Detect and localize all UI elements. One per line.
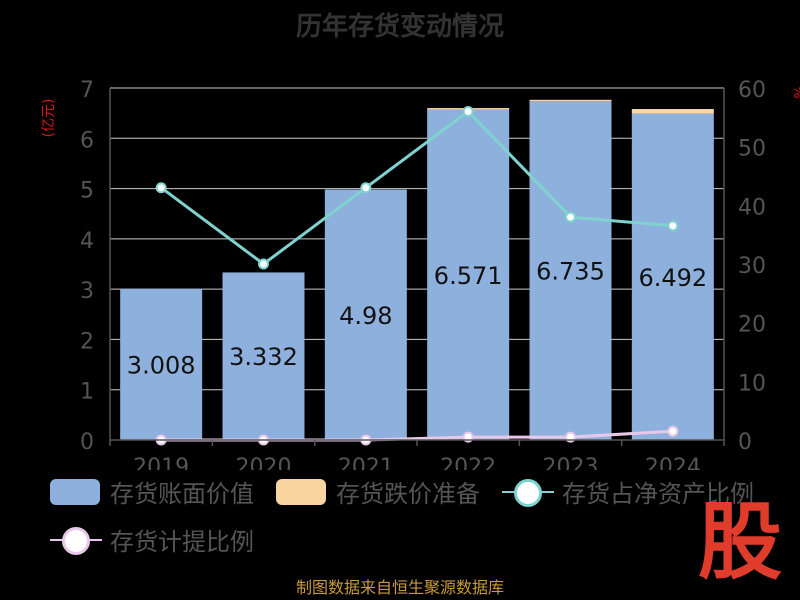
x-tick-label: 2023: [543, 455, 599, 470]
y-right-tick-label: 50: [738, 137, 766, 162]
bar-data-label: 6.735: [536, 258, 605, 286]
bar-data-label: 6.492: [638, 264, 707, 292]
bar-layer: 3.008 3.332 4.98 6.571 6.735 6.492: [120, 99, 714, 441]
left-axis-unit: (亿元): [41, 99, 57, 138]
y-right-tick-label: 60: [738, 78, 766, 103]
bar-data-label: 3.332: [229, 343, 298, 371]
ratio-point: [462, 105, 474, 117]
y-left-tick-label: 5: [80, 179, 94, 204]
bar-data-label: 6.571: [434, 262, 503, 290]
y-right-tick-label: 40: [738, 195, 766, 220]
x-tick-label: 2019: [133, 455, 189, 470]
ratio-point: [360, 182, 372, 194]
legend-label-ratio: 存货占净资产比例: [562, 480, 754, 508]
bar-book-value: [324, 189, 407, 440]
legend-label-provision: 存货计提比例: [110, 528, 254, 556]
ratio-point: [565, 211, 576, 223]
legend-row-2: 存货计提比例: [50, 522, 276, 557]
bar-book-value: [120, 288, 203, 440]
bar-book-value: [631, 113, 714, 441]
y-right-tick-label: 30: [738, 254, 766, 279]
chart-svg: 3.008 3.332 4.98 6.571 6.735 6.492 0 1 2 3 4 5 6 7 0 1…: [41, 78, 800, 470]
legend-marker-provision: [50, 525, 102, 555]
legend-label-book: 存货账面价值: [110, 480, 254, 508]
legend-item-reserve[interactable]: 存货跌价准备: [276, 474, 480, 509]
legend-swatch-reserve: [276, 478, 326, 505]
y-left-tick-label: 0: [80, 430, 94, 455]
x-tick-label: 2021: [338, 455, 394, 470]
x-tick-label: 2020: [236, 455, 292, 470]
y-left-tick-label: 3: [80, 279, 94, 304]
y-right-tick-label: 20: [738, 313, 766, 338]
y-left-tick-label: 1: [80, 380, 94, 405]
bar-reserve: [529, 99, 612, 102]
ratio-point: [667, 220, 679, 232]
legend-item-ratio[interactable]: 存货占净资产比例: [502, 474, 754, 509]
legend-marker-ratio: [502, 477, 554, 507]
y-left-tick-label: 7: [80, 78, 94, 103]
x-tick-label: 2024: [645, 455, 701, 470]
bar-data-label: 4.98: [339, 302, 392, 330]
source-note: 制图数据来自恒生聚源数据库: [295, 578, 504, 597]
legend-item-book-value[interactable]: 存货账面价值: [50, 474, 254, 509]
bar-reserve: [631, 109, 714, 114]
right-axis-unit: %: [790, 85, 800, 98]
x-tick-label: 2022: [440, 455, 496, 470]
y-right-tick-label: 0: [738, 430, 752, 455]
legend-swatch-book: [50, 478, 100, 505]
provision-point: [667, 425, 679, 437]
ratio-point: [258, 258, 269, 270]
y-left-tick-label: 4: [80, 229, 94, 254]
axes-layer: 0 1 2 3 4 5 6 7 0 10 20 30 40 50 60 2019 2020 2021 2022 202…: [80, 78, 766, 470]
bar-book-value: [529, 101, 612, 440]
bar-book-value: [222, 272, 305, 440]
y-left-tick-label: 6: [80, 128, 94, 153]
y-right-tick-label: 10: [738, 371, 766, 396]
bar-data-label: 3.008: [127, 351, 196, 379]
logo: 股: [697, 493, 782, 591]
y-left-tick-label: 2: [80, 329, 94, 354]
ratio-point: [155, 182, 167, 194]
legend-label-reserve: 存货跌价准备: [336, 480, 480, 508]
legend: 存货账面价值 存货跌价准备 存货占净资产比例: [50, 474, 776, 509]
chart-title: 历年存货变动情况: [295, 12, 504, 42]
legend-item-provision[interactable]: 存货计提比例: [50, 522, 254, 557]
ratio-line: [160, 109, 673, 266]
bar-book-value: [427, 109, 510, 440]
